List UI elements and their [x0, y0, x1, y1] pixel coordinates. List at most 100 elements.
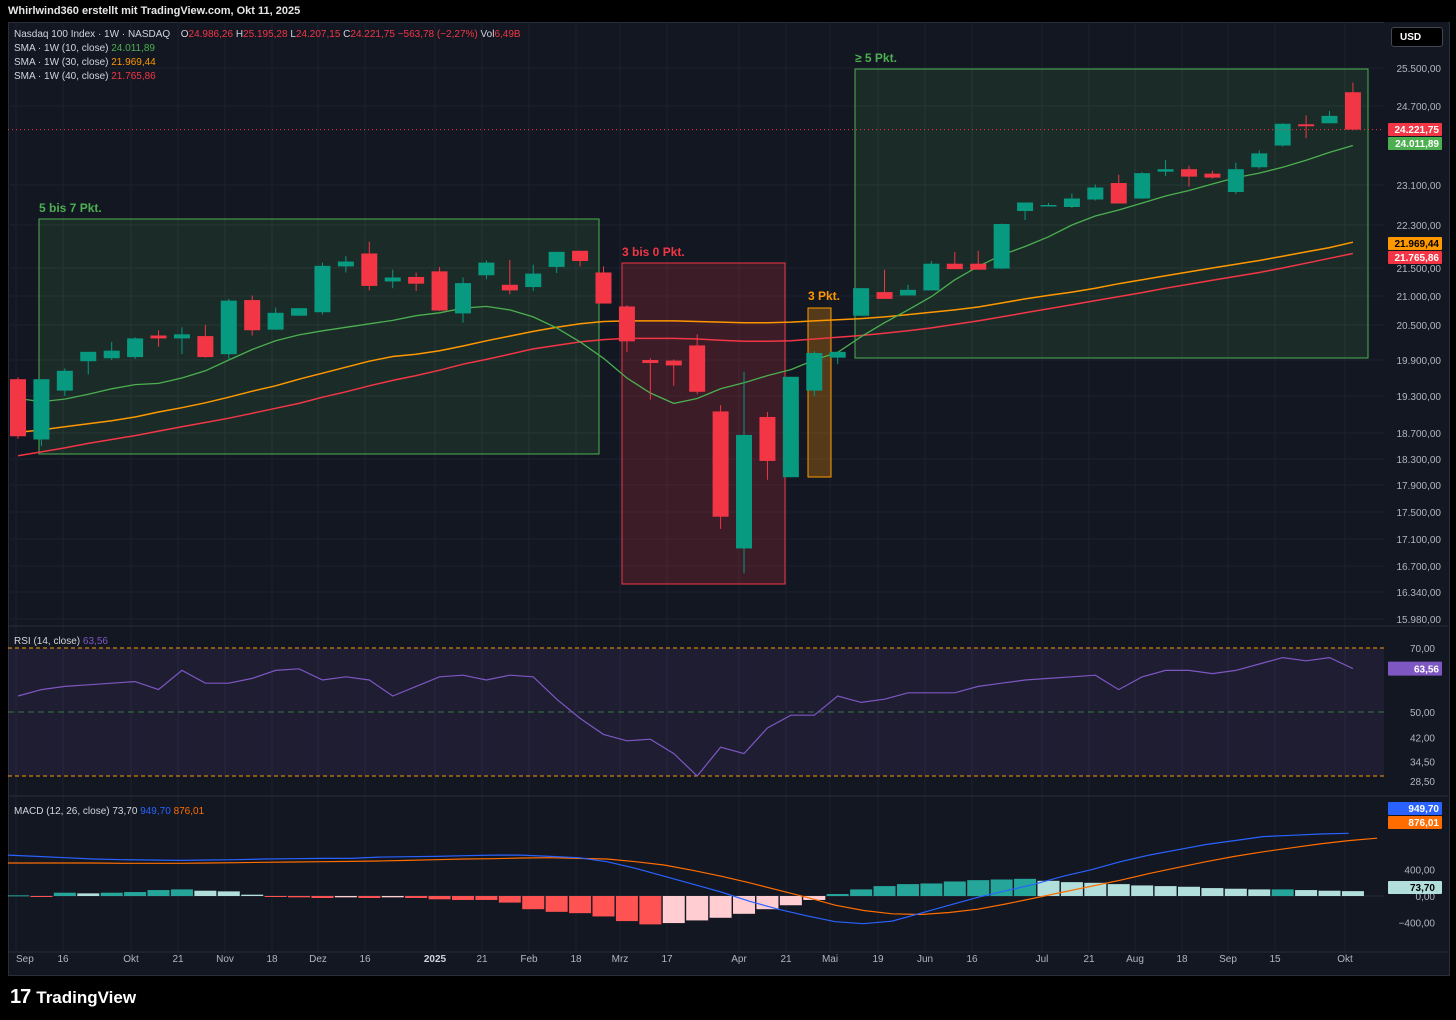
time-tick-label: Nov: [216, 954, 234, 965]
macd-histogram-bar: [1178, 886, 1200, 896]
macd-histogram-bar: [662, 896, 685, 924]
time-tick-label: 21: [476, 954, 488, 965]
sma10-line: [17, 144, 1354, 405]
macd-histogram-bar: [967, 880, 990, 896]
macd-histogram-bar: [850, 889, 873, 896]
candle-body: [1063, 198, 1080, 207]
macd-histogram-bar: [990, 879, 1013, 896]
candle-body: [1087, 187, 1104, 200]
macd-histogram-bar: [779, 896, 802, 906]
candle-body: [665, 360, 682, 366]
candle-body: [525, 273, 542, 288]
macd-histogram-bar: [1154, 886, 1177, 896]
macd-legend: MACD (12, 26, close) 73,70 949,70 876,01: [14, 806, 204, 817]
candle-body: [384, 277, 401, 282]
time-tick-label: 19: [872, 954, 884, 965]
macd-histogram-bar: [147, 890, 170, 896]
candle-body: [431, 271, 448, 311]
macd-histogram-bar: [475, 896, 498, 900]
price-tick-label: 17.500,00: [1397, 508, 1442, 519]
volume-value: 6,49B: [494, 29, 521, 40]
macd-histogram-bar: [686, 896, 709, 921]
currency-button[interactable]: USD: [1391, 27, 1443, 47]
annotation-box: [621, 262, 786, 585]
annotation-box: [854, 68, 1369, 359]
candle-body: [1251, 153, 1268, 168]
time-tick-label: 16: [966, 954, 978, 965]
macd-histogram-bar: [1271, 889, 1294, 896]
macd-label: MACD (12, 26, close): [14, 806, 110, 817]
macd-signal-badge: [1388, 816, 1442, 829]
candle-body: [1134, 173, 1151, 199]
macd-histogram-bar: [405, 896, 428, 898]
candle-body: [806, 353, 823, 391]
macd-line-badge: [1388, 802, 1442, 815]
change-value: −563,78 (−2,27%): [397, 29, 478, 40]
macd-histogram-bar: [428, 896, 451, 900]
time-tick-label: Sep: [16, 954, 34, 965]
macd-histogram-bar: [77, 893, 100, 896]
low-value: 24.207,15: [295, 29, 341, 40]
candle-body: [291, 308, 308, 316]
candle-body: [1274, 123, 1291, 146]
candle-body: [454, 283, 471, 314]
price-chart[interactable]: 5 bis 7 Pkt. 3 bis 0 Pkt. 3 Pkt. ≥ 5 Pkt. 25…: [8, 22, 1448, 974]
time-tick-label: 16: [57, 954, 69, 965]
candle-body: [923, 263, 940, 291]
price-tick-label: 16.340,00: [1397, 588, 1442, 599]
macd-tick-label: 0,00: [1416, 892, 1436, 903]
macd-histogram-bar: [311, 896, 334, 898]
time-tick-label: Sep: [1219, 954, 1237, 965]
macd-histogram-bar: [53, 892, 76, 896]
candle-body: [1157, 169, 1174, 172]
candle-body: [314, 265, 331, 313]
time-tick-label: Aug: [1126, 954, 1144, 965]
rsi-tick-label: 42,00: [1410, 734, 1435, 745]
annotation-label: 3 bis 0 Pkt.: [622, 245, 685, 259]
macd-signal-badge-label: 876,01: [1408, 818, 1439, 829]
time-tick-label: Mrz: [612, 954, 629, 965]
macd-histogram-bar: [381, 896, 404, 898]
candle-body: [56, 370, 73, 391]
candle-body: [876, 292, 893, 299]
price-badge: [1388, 123, 1442, 136]
annotation-label: ≥ 5 Pkt.: [855, 51, 897, 65]
candle-body: [1227, 169, 1244, 192]
tradingview-logo[interactable]: 17 TradingView: [10, 986, 136, 1009]
macd-histogram-bar: [217, 891, 240, 896]
candle-body: [618, 306, 635, 342]
price-tick-label: 17.900,00: [1397, 481, 1442, 492]
macd-histogram-bar: [569, 896, 592, 914]
macd-histogram-bar: [100, 892, 123, 896]
candle-body: [1298, 124, 1315, 127]
tradingview-logo-icon: 17: [10, 986, 31, 1008]
rsi-value-badge: [1388, 661, 1442, 676]
candle-body: [970, 263, 987, 270]
macd-histogram-bar: [8, 895, 29, 897]
candle-body: [150, 335, 167, 339]
macd-hist-badge-label: 73,70: [1410, 883, 1435, 894]
candle-body: [782, 376, 799, 478]
candle-body: [946, 263, 963, 270]
macd-histogram-bar: [288, 896, 311, 898]
candle-body: [689, 345, 706, 392]
candle-body: [478, 262, 495, 276]
macd-signal-line: [8, 837, 1378, 916]
candle-body: [899, 289, 916, 296]
macd-histogram-bar: [709, 896, 732, 918]
sma40-legend: SMA · 1W (40, close) 21.765,86: [14, 71, 156, 82]
macd-hist-badge: [1388, 881, 1442, 894]
candle-body: [595, 272, 612, 304]
macd-histogram-bar: [1037, 880, 1060, 896]
sma40-line: [17, 252, 1354, 457]
macd-histogram-bar: [1248, 889, 1271, 896]
sma10-label: SMA · 1W (10, close): [14, 43, 109, 54]
high-value: 25.195,28: [243, 29, 288, 40]
macd-histogram-bar: [592, 896, 615, 917]
time-tick-label: Jun: [917, 954, 933, 965]
sma10-value: 24.011,89: [111, 43, 155, 54]
time-tick-label: 18: [266, 954, 278, 965]
candle-body: [173, 334, 190, 339]
time-tick-label: 18: [1176, 954, 1188, 965]
candle-body: [103, 350, 120, 359]
